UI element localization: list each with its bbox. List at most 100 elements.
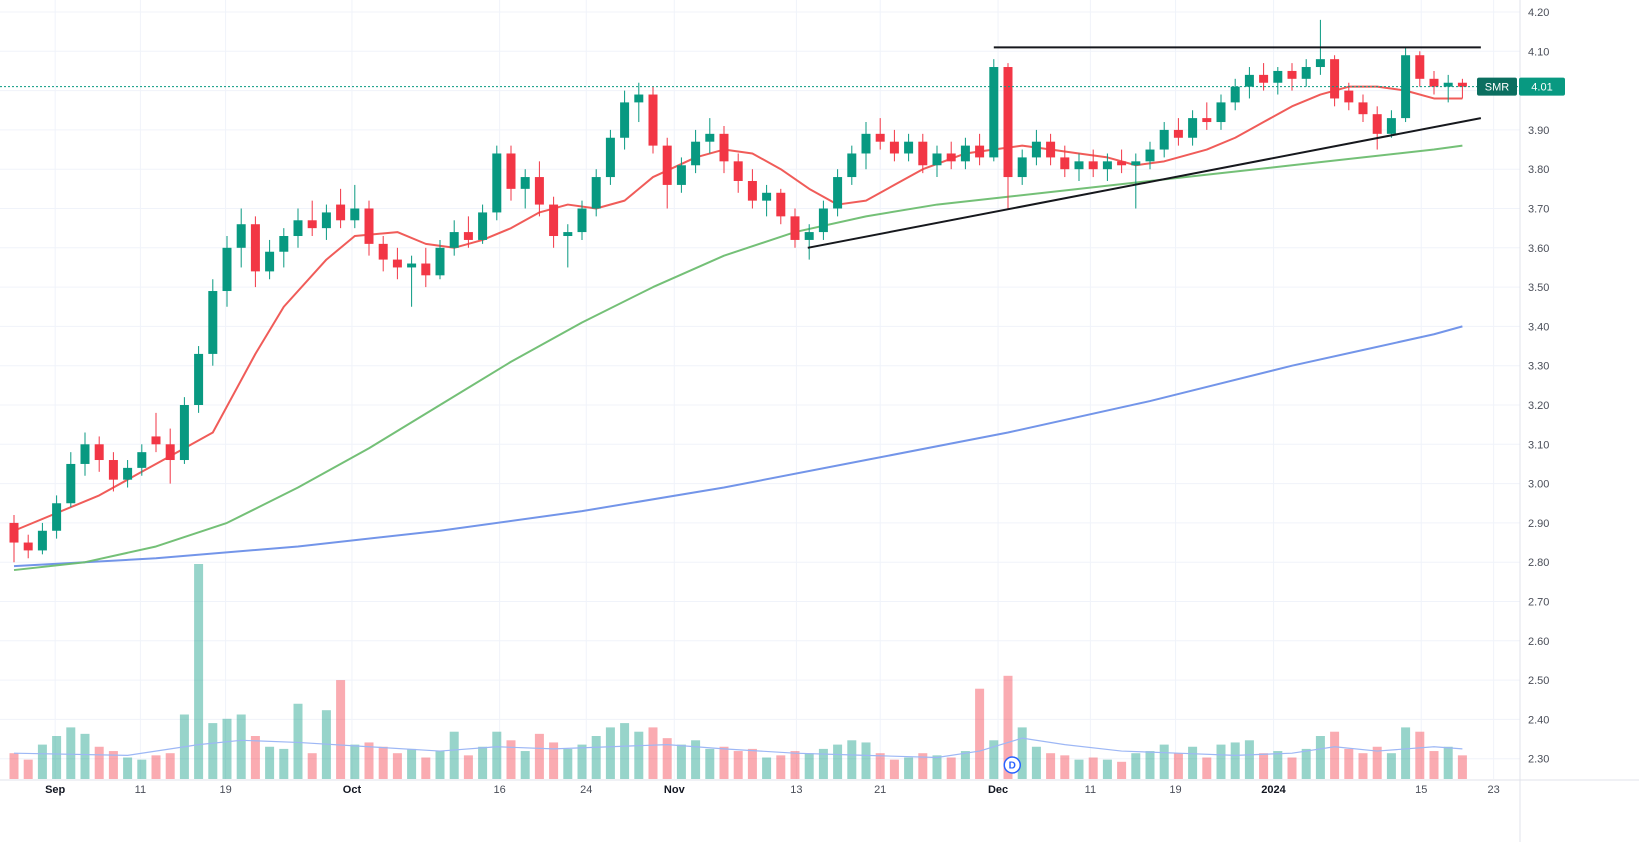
volume-bar xyxy=(818,748,828,779)
time-tick-label[interactable]: 2024 xyxy=(1261,784,1286,796)
volume-bar xyxy=(123,757,133,779)
time-tick-label[interactable]: Sep xyxy=(45,784,65,796)
volume-bar xyxy=(1259,753,1269,779)
volume-bar xyxy=(435,751,445,779)
candle xyxy=(1074,153,1084,181)
price-tick-label[interactable]: 2.60 xyxy=(1528,636,1549,648)
time-tick-label[interactable]: Dec xyxy=(988,784,1008,796)
ma_long-line xyxy=(13,325,1463,568)
time-tick-label[interactable]: 21 xyxy=(874,784,886,796)
candle xyxy=(1401,47,1411,123)
price-tick-label[interactable]: 2.40 xyxy=(1528,714,1549,726)
volume-bar xyxy=(52,736,62,779)
candle xyxy=(520,169,530,209)
candle xyxy=(975,133,985,166)
candle xyxy=(733,153,743,193)
candle xyxy=(151,412,161,453)
candle xyxy=(463,216,473,248)
volume-bar xyxy=(591,736,601,779)
event-marker-layer[interactable]: D xyxy=(1003,756,1022,774)
time-tick-label[interactable]: 16 xyxy=(494,784,506,796)
volume-bar xyxy=(137,759,147,779)
symbol-badge-text: SMR xyxy=(1485,82,1510,94)
candle xyxy=(1415,51,1425,87)
price-tick-label[interactable]: 2.70 xyxy=(1528,597,1549,609)
price-tick-label[interactable]: 2.90 xyxy=(1528,518,1549,530)
grid-layer xyxy=(0,0,1520,779)
candle xyxy=(1017,149,1027,185)
volume-bar xyxy=(1003,675,1013,779)
volume-bar xyxy=(1131,753,1141,779)
price-tick-label[interactable]: 3.50 xyxy=(1528,282,1549,294)
price-tick-label[interactable]: 2.30 xyxy=(1528,754,1549,766)
time-tick-label[interactable]: 11 xyxy=(1085,784,1096,796)
trendlines-layer[interactable] xyxy=(807,46,1482,249)
price-tick-label[interactable]: 3.70 xyxy=(1528,204,1549,216)
volume-bar xyxy=(23,759,33,779)
volume-bar xyxy=(1074,759,1084,779)
candle xyxy=(534,161,544,217)
candle xyxy=(762,184,772,217)
price-tick-label[interactable]: 3.40 xyxy=(1528,321,1549,333)
candle xyxy=(293,208,303,248)
candle xyxy=(1330,55,1340,107)
volume-bar xyxy=(861,742,871,779)
volume-bar xyxy=(463,755,473,779)
candle xyxy=(1358,94,1368,123)
candle xyxy=(1443,74,1453,103)
price-tick-label[interactable]: 3.00 xyxy=(1528,479,1549,491)
price-tick-label[interactable]: 3.20 xyxy=(1528,400,1549,412)
trendline[interactable] xyxy=(807,117,1482,249)
volume-bar xyxy=(250,736,260,779)
volume-bar xyxy=(1145,751,1155,779)
price-tick-label[interactable]: 2.50 xyxy=(1528,675,1549,687)
candle xyxy=(1102,153,1112,181)
candle xyxy=(989,59,999,162)
volume-bar xyxy=(350,744,360,779)
time-tick-label[interactable]: 23 xyxy=(1488,784,1500,796)
time-tick-label[interactable]: Oct xyxy=(343,784,362,796)
time-tick-label[interactable]: Nov xyxy=(664,784,686,796)
price-tick-label[interactable]: 3.60 xyxy=(1528,243,1549,255)
time-tick-label[interactable]: 15 xyxy=(1415,784,1427,796)
volume-bar xyxy=(620,723,630,779)
price-tick-label[interactable]: 4.10 xyxy=(1528,46,1549,58)
price-tick-label[interactable]: 3.30 xyxy=(1528,361,1549,373)
volume-bar xyxy=(378,746,388,779)
volume-bar xyxy=(1088,757,1098,779)
candle xyxy=(648,86,658,154)
volume-bar xyxy=(719,746,729,779)
dividend-marker-label: D xyxy=(1009,761,1016,772)
time-tick-label[interactable]: 19 xyxy=(1169,784,1181,796)
volume-bar xyxy=(847,740,857,779)
price-badge-text: 4.01 xyxy=(1531,82,1552,94)
price-tick-label[interactable]: 3.10 xyxy=(1528,439,1549,451)
candle xyxy=(1230,78,1240,111)
time-tick-label[interactable]: 13 xyxy=(790,784,802,796)
candle xyxy=(719,125,729,174)
time-tick-label[interactable]: 11 xyxy=(135,784,146,796)
candle xyxy=(563,224,573,268)
price-tick-label[interactable]: 3.90 xyxy=(1528,125,1549,137)
candle xyxy=(662,137,672,209)
candles-layer xyxy=(9,19,1467,563)
candle xyxy=(1429,70,1439,95)
volume-bar xyxy=(108,751,118,779)
volume-bar xyxy=(648,727,658,779)
price-tick-label[interactable]: 3.80 xyxy=(1528,164,1549,176)
volume-bar xyxy=(1429,751,1439,779)
dividend-marker-icon[interactable] xyxy=(1003,756,1022,774)
candle xyxy=(1173,118,1183,146)
volume-bar xyxy=(1060,755,1070,779)
candle xyxy=(23,534,33,559)
price-tick-label[interactable]: 2.80 xyxy=(1528,557,1549,569)
volume-bar xyxy=(492,731,502,779)
candle xyxy=(918,133,928,174)
time-tick-label[interactable]: 19 xyxy=(219,784,231,796)
candle xyxy=(265,239,275,280)
price-tick-label[interactable]: 4.20 xyxy=(1528,7,1549,19)
time-tick-label[interactable]: 24 xyxy=(580,784,592,796)
volume-bar xyxy=(1046,753,1056,779)
